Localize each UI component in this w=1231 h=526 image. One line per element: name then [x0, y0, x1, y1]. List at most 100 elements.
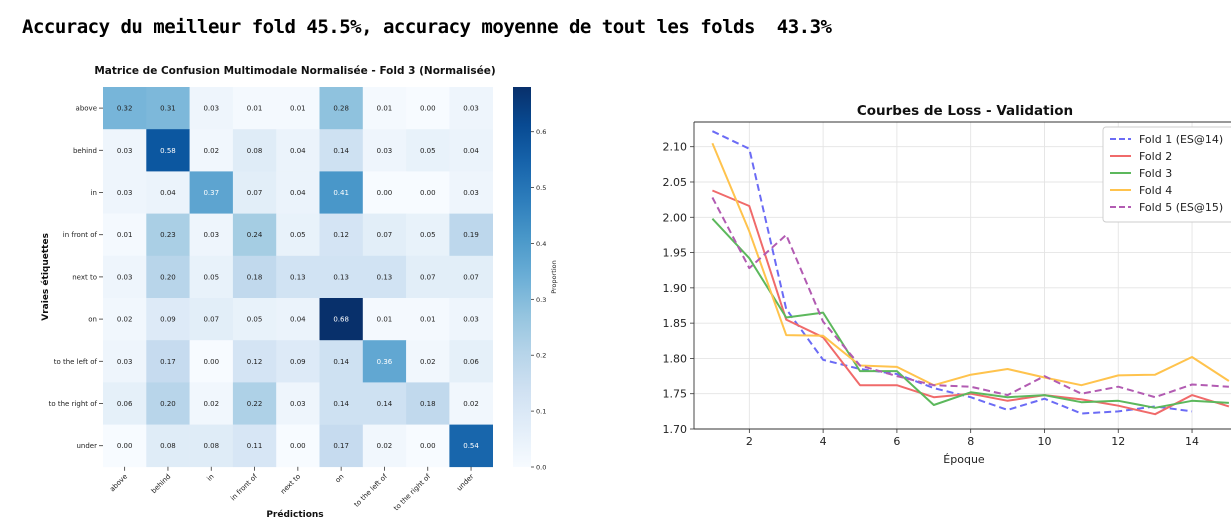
- y-tick-label: above: [76, 105, 97, 113]
- x-tick-label: 8: [967, 435, 974, 448]
- heatmap-cell-value: 0.07: [247, 189, 263, 197]
- heatmap-cell: [449, 255, 493, 299]
- heatmap-cell: [319, 424, 364, 468]
- y-tick-label: next to: [72, 273, 97, 281]
- y-tick-label: to the left of: [54, 358, 98, 366]
- y-tick-label: behind: [73, 147, 97, 155]
- heatmap-cell: [189, 382, 234, 425]
- heatmap-cell: [103, 340, 147, 383]
- x-tick-label: 12: [1111, 435, 1125, 448]
- colorbar-tick-label: 0.3: [536, 296, 546, 304]
- heatmap-cell-value: 0.00: [420, 189, 436, 197]
- x-tick-label: 4: [820, 435, 827, 448]
- heatmap-cell-value: 0.03: [463, 105, 479, 113]
- legend-label: Fold 3: [1139, 167, 1172, 180]
- heatmap-cell: [232, 129, 277, 172]
- heatmap-cell-value: 0.04: [290, 316, 306, 324]
- colorbar-tick-label: 0.5: [536, 184, 546, 192]
- series-line-fold-5: [711, 197, 1229, 399]
- y-tick-label: under: [76, 442, 97, 450]
- heatmap-cell-value: 0.36: [377, 358, 393, 366]
- x-tick-label: in: [205, 473, 215, 483]
- heatmap-cell: [362, 171, 407, 214]
- heatmap-cell-value: 0.03: [117, 189, 133, 197]
- x-tick-label: 6: [893, 435, 900, 448]
- heatmap-cell: [146, 129, 190, 172]
- heatmap-cell: [103, 213, 147, 257]
- heatmap-cell-value: 0.00: [420, 105, 436, 113]
- heatmap-cell: [319, 87, 364, 130]
- x-tick-label: to the right of: [392, 472, 432, 512]
- heatmap-cell-value: 0.01: [290, 105, 306, 113]
- heatmap-cell: [189, 255, 234, 299]
- heatmap-cell: [449, 171, 493, 214]
- heatmap-cell-value: 0.23: [160, 231, 176, 239]
- heatmap-cell-value: 0.02: [203, 400, 219, 408]
- heatmap-cell-value: 0.07: [463, 273, 479, 281]
- heatmap-cell-value: 0.03: [117, 147, 133, 155]
- heatmap-cell-value: 0.04: [160, 189, 176, 197]
- heatmap-cell-value: 0.14: [333, 400, 349, 408]
- heatmap-cell: [189, 424, 234, 468]
- y-tick-label: 1.85: [663, 317, 688, 330]
- heatmap-cell: [449, 87, 493, 130]
- heatmap-cell-value: 0.07: [377, 231, 393, 239]
- x-tick-label: on: [334, 473, 346, 485]
- heatmap-cell: [449, 213, 493, 257]
- heatmap-cell: [232, 171, 277, 214]
- y-tick-label: 1.80: [663, 352, 688, 365]
- y-tick-label: 2.00: [663, 211, 688, 224]
- heatmap-cell-value: 0.05: [290, 231, 306, 239]
- y-tick-label: 2.05: [663, 176, 688, 189]
- heatmap-cell: [449, 340, 493, 383]
- heatmap-cell: [362, 213, 407, 257]
- loss-curves-chart: Courbes de Loss - Validation 1.70 1.75 1.80…: [663, 103, 1231, 466]
- heatmap-cell: [406, 171, 450, 214]
- heatmap-cell: [276, 424, 320, 468]
- heatmap-cell: [406, 382, 450, 425]
- heatmap-cell-value: 0.07: [203, 316, 219, 324]
- heatmap-cell: [276, 213, 320, 257]
- x-tick-label: next to: [279, 473, 302, 496]
- heatmap-cell: [406, 298, 450, 341]
- heatmap-cell: [276, 255, 320, 299]
- heatmap-cell-value: 0.02: [463, 400, 479, 408]
- heatmap-cell: [189, 340, 234, 383]
- heatmap-cell-value: 0.05: [203, 273, 219, 281]
- x-axis-label: Époque: [943, 453, 985, 466]
- y-tick-label: 1.75: [663, 388, 688, 401]
- series-line-fold-2: [712, 189, 1230, 416]
- heatmap-cell: [276, 171, 320, 214]
- x-tick-label: above: [108, 473, 129, 494]
- heatmap-cell-value: 0.37: [203, 189, 219, 197]
- loss-title: Courbes de Loss - Validation: [857, 103, 1073, 119]
- heatmap-cell: [232, 87, 277, 130]
- y-tick-label: 1.90: [663, 282, 688, 295]
- heatmap-cell-value: 0.03: [203, 231, 219, 239]
- legend-box: [1102, 126, 1231, 223]
- colorbar-tick-label: 0.0: [536, 464, 546, 472]
- heatmap-cell: [319, 340, 364, 383]
- heatmap-cell-value: 0.05: [420, 147, 436, 155]
- x-tick-label: under: [455, 472, 475, 492]
- heatmap-cell-value: 0.12: [247, 358, 263, 366]
- x-tick-label: behind: [150, 473, 173, 496]
- heatmap-cell: [362, 382, 407, 425]
- heatmap-cell: [103, 382, 147, 425]
- y-tick-label: 1.95: [663, 247, 688, 260]
- heatmap-cell: [276, 340, 320, 383]
- heatmap-cell: [276, 129, 320, 172]
- heatmap-cell: [406, 340, 450, 383]
- heatmap-cell-value: 0.06: [463, 358, 479, 366]
- y-tick-label: to the right of: [49, 400, 98, 408]
- heatmap-cell: [319, 171, 364, 214]
- confusion-matrix-chart: Matrice de Confusion Multimodale Normali…: [40, 65, 558, 520]
- heatmap-cell: [232, 255, 277, 299]
- heatmap-cell-value: 0.14: [377, 400, 393, 408]
- heatmap-cell: [146, 87, 190, 130]
- heatmap-cell-value: 0.20: [160, 400, 176, 408]
- heatmap-cell-value: 0.04: [463, 147, 479, 155]
- heatmap-cell-value: 0.02: [117, 316, 133, 324]
- heatmap-cell: [449, 298, 493, 341]
- heatmap-cell: [276, 382, 320, 425]
